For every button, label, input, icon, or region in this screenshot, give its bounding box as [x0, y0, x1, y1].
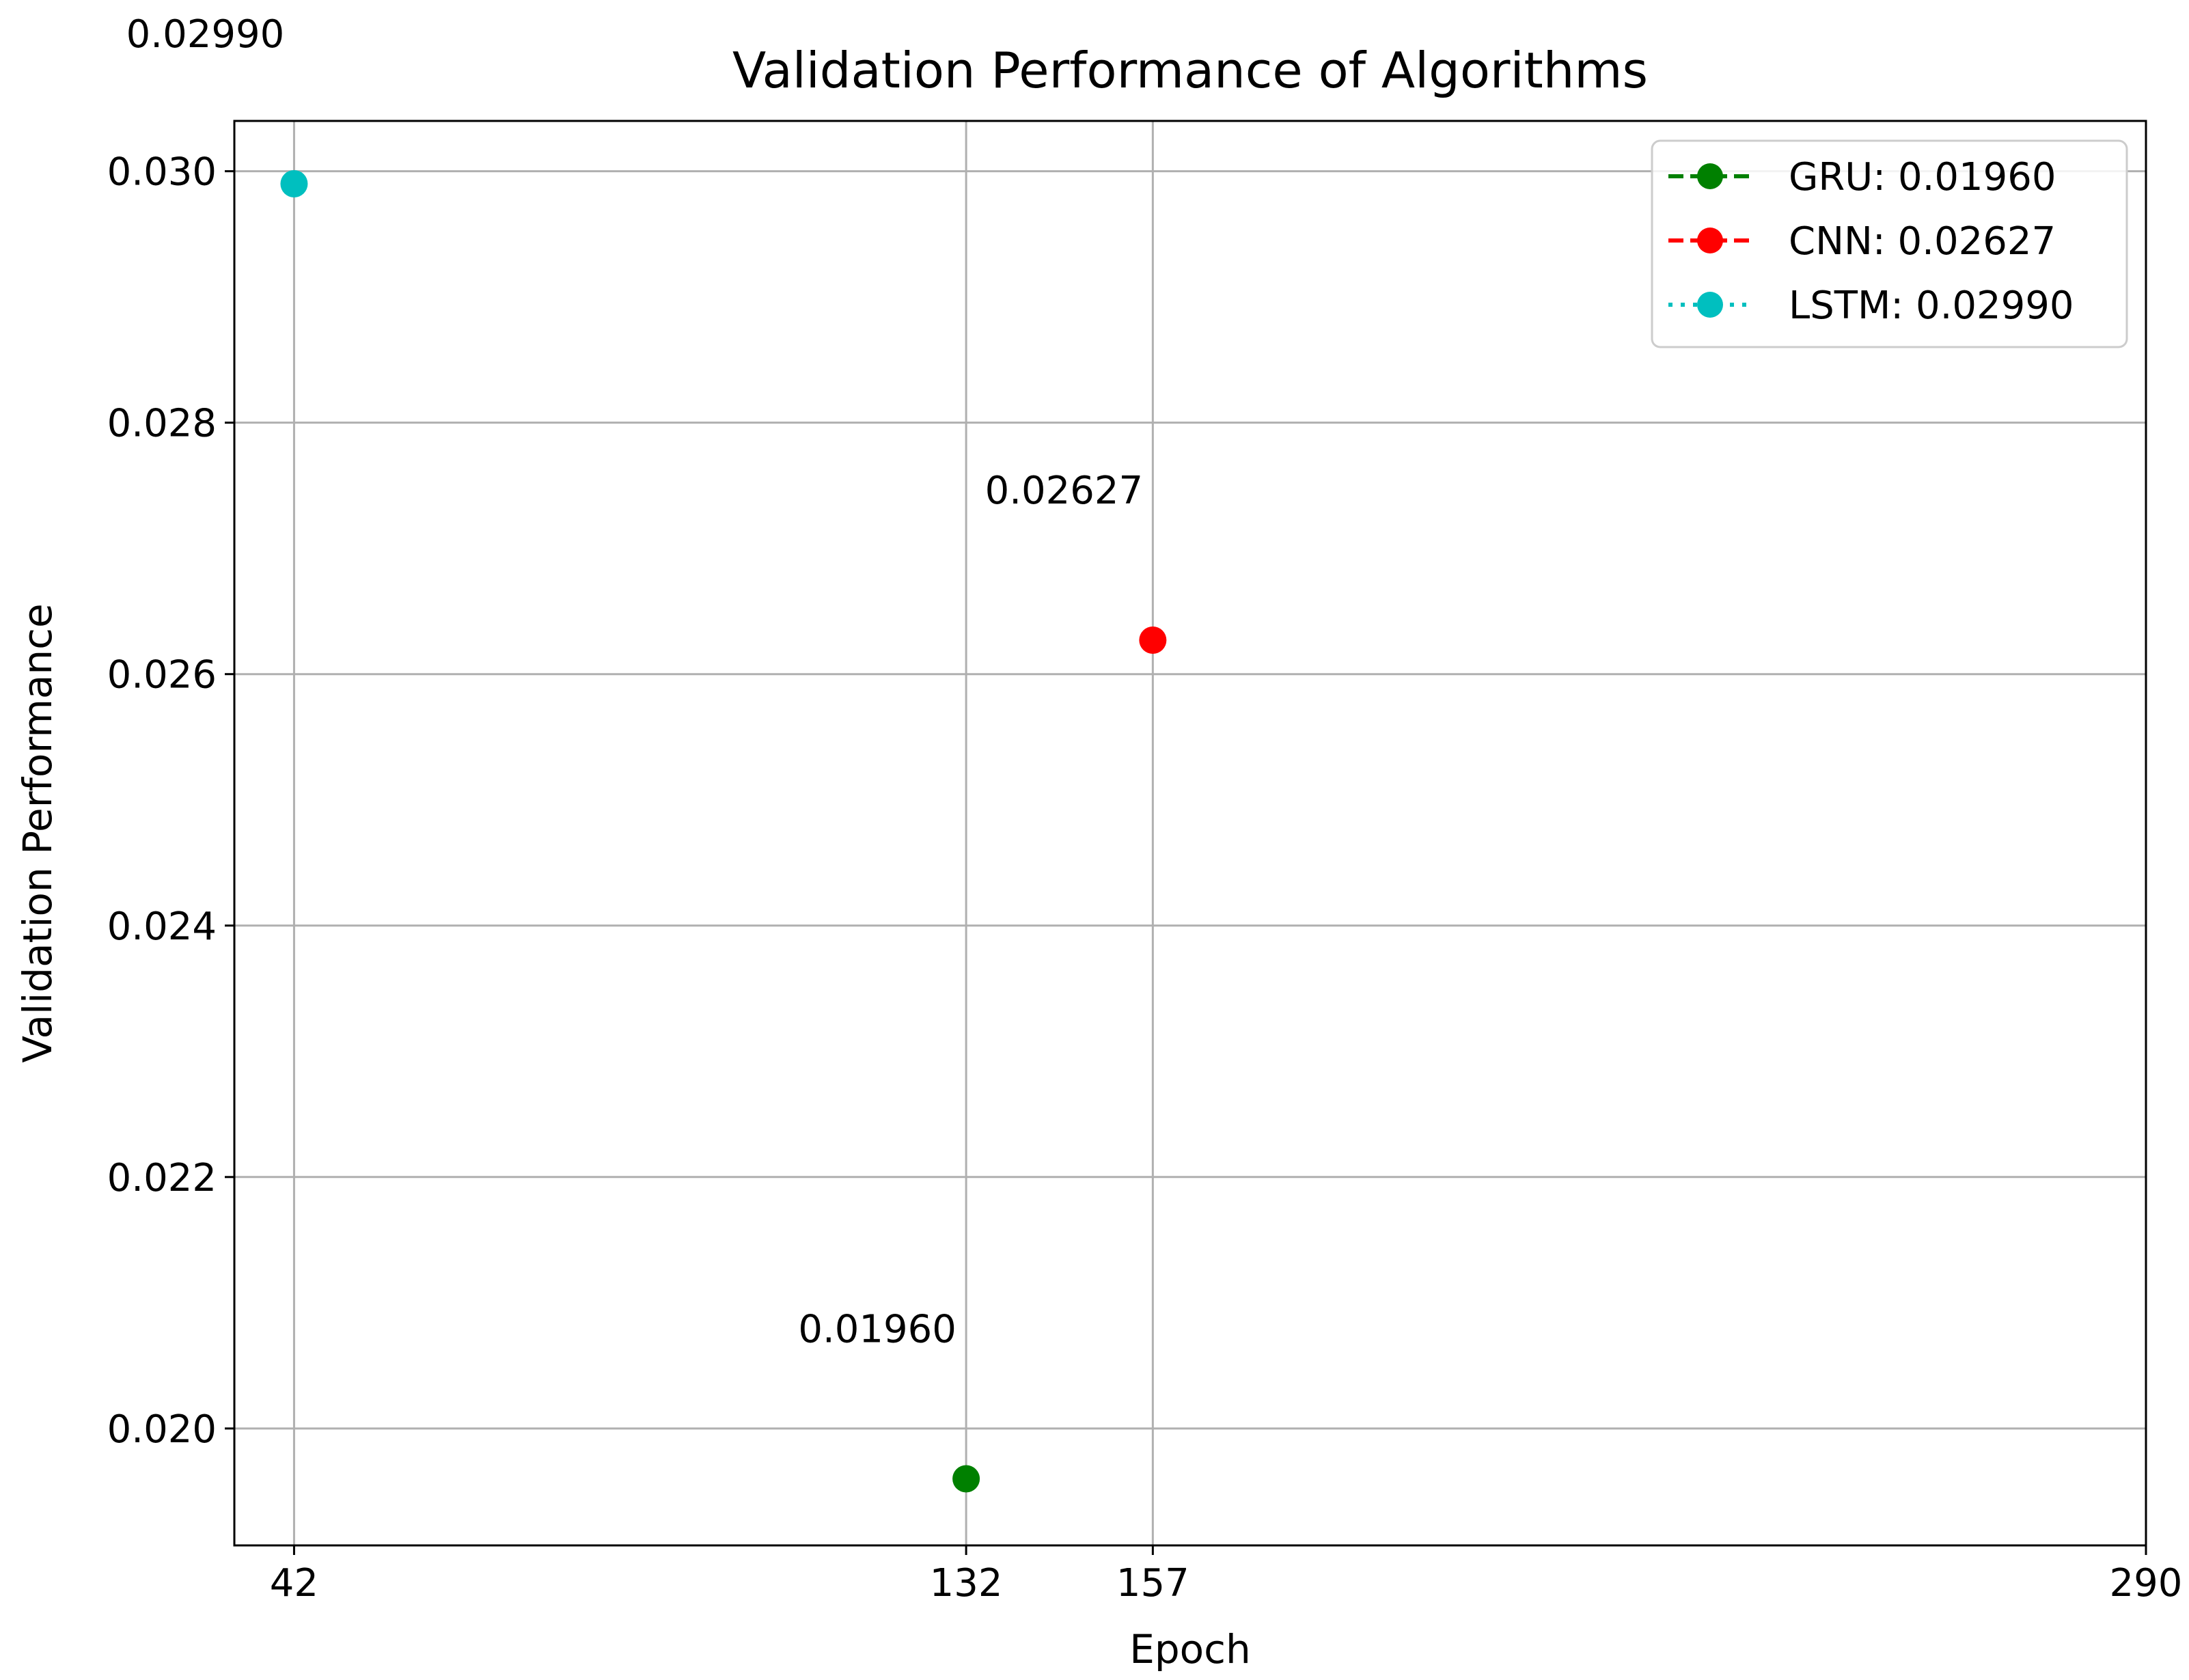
legend-marker: [1697, 292, 1723, 318]
x-tick-label: 290: [2110, 1561, 2183, 1606]
data-label: 0.01960: [798, 1307, 956, 1351]
x-axis-label: Epoch: [1129, 1626, 1251, 1672]
y-axis-label: Validation Performance: [14, 603, 61, 1062]
plot-area-frame: [233, 120, 2147, 1547]
x-tick-label: 42: [270, 1561, 318, 1606]
data-labels: 0.01960 0.02627 0.02990: [126, 12, 1143, 1351]
legend-box: [1651, 139, 2128, 348]
legend-marker: [1697, 228, 1723, 253]
y-tick-label: 0.028: [107, 402, 217, 446]
y-tick-label: 0.024: [107, 905, 217, 949]
data-points: [280, 170, 1167, 1493]
x-tick-label: 132: [930, 1561, 1003, 1606]
axis-ticks: 42 132 157 290 0.020 0.022 0.024 0.026 0.028 0.03…: [107, 150, 2183, 1606]
chart-title: Validation Performance of Algorithms: [732, 42, 1648, 99]
data-point: [1139, 626, 1167, 655]
legend: GRU: 0.01960 CNN: 0.02627 LSTM: 0.02990: [1651, 139, 2128, 348]
data-label: 0.02627: [985, 469, 1144, 513]
legend-entry-label: LSTM: 0.02990: [1789, 284, 2074, 328]
legend-entry-label: GRU: 0.01960: [1789, 155, 2056, 199]
x-tick-label: 157: [1116, 1561, 1189, 1606]
legend-entry-label: CNN: 0.02627: [1789, 219, 2056, 264]
y-tick-label: 0.030: [107, 150, 217, 195]
data-point: [952, 1465, 980, 1493]
data-point: [280, 170, 308, 198]
y-tick-label: 0.020: [107, 1407, 217, 1452]
legend-marker: [1697, 163, 1723, 189]
y-tick-label: 0.026: [107, 653, 217, 698]
y-tick-label: 0.022: [107, 1156, 217, 1200]
data-label: 0.02990: [126, 12, 285, 57]
